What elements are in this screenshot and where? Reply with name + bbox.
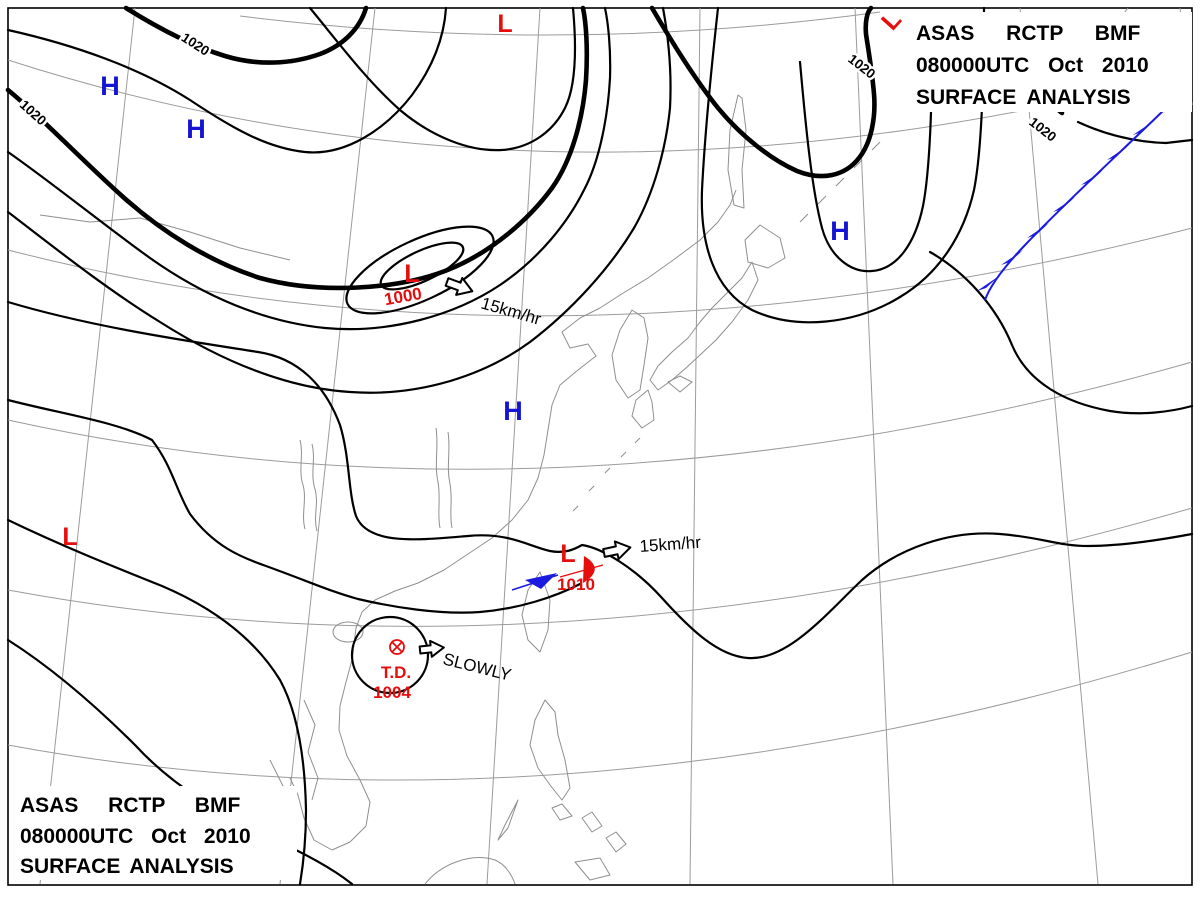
map-frame xyxy=(7,7,1193,886)
isobar-label-1020: 1020 xyxy=(179,30,212,59)
title-line-3: SURFACE ANALYSIS xyxy=(916,86,1131,109)
high-label: H xyxy=(100,71,120,101)
title-background xyxy=(905,12,1192,112)
low-label-rotated: L xyxy=(876,6,907,36)
movement-annotation: SLOWLY xyxy=(441,649,513,684)
cold-front-pip xyxy=(1133,120,1155,135)
cold-front-pip xyxy=(1053,197,1075,212)
high-label: H xyxy=(830,216,850,246)
td-pressure-value: 1004 xyxy=(373,683,411,702)
low-label: L xyxy=(404,260,419,288)
title-line-1: ASAS RCTP BMF xyxy=(20,794,240,817)
cold-front-pip xyxy=(1107,145,1129,160)
td-label: T.D. xyxy=(381,663,411,682)
title-block-top-right: ASAS RCTP BMF 080000UTC Oct 2010 SURFACE… xyxy=(905,12,1192,112)
td-symbol-icon xyxy=(389,639,405,655)
stationary-front-taiwan xyxy=(511,556,604,591)
low-label: L xyxy=(62,523,77,551)
speed-annotation: 15km/hr xyxy=(479,294,544,329)
title-block-bottom-left: ASAS RCTP BMF 080000UTC Oct 2010 SURFACE… xyxy=(12,786,297,880)
cold-front-pip xyxy=(977,276,999,291)
td-symbol-cross-icon xyxy=(391,641,403,653)
arrow-icon-td xyxy=(418,639,445,658)
title-line-3: SURFACE ANALYSIS xyxy=(20,855,234,878)
tropical-depression xyxy=(389,639,405,655)
high-label: H xyxy=(186,114,206,144)
movement-arrows xyxy=(418,276,632,658)
cold-front xyxy=(977,107,1167,301)
stationary-front-warm-pip xyxy=(583,556,595,583)
low-pressure-value: 1010 xyxy=(557,575,595,594)
low-label: L xyxy=(560,540,575,568)
cold-front-line xyxy=(984,107,1167,301)
arrow-icon-low-mongolia xyxy=(444,276,474,296)
speed-annotation: 15km/hr xyxy=(639,533,702,556)
high-label: H xyxy=(503,396,523,426)
cold-front-pip xyxy=(1081,170,1103,185)
arrow-icon-low-taiwan xyxy=(602,540,632,561)
title-line-2: 080000UTC Oct 2010 xyxy=(20,825,251,848)
cold-front-pip xyxy=(1001,250,1023,265)
title-background xyxy=(12,786,297,880)
td-isobar-circle xyxy=(350,615,430,695)
coastlines xyxy=(39,7,1129,885)
annotations: 15km/hr 15km/hr SLOWLY xyxy=(441,294,702,685)
stationary-front-warm-segment xyxy=(559,564,604,578)
title-line-2: 080000UTC Oct 2010 xyxy=(916,54,1149,77)
pressure-labels: H H H H L L L 1000 L L 1010 T.D. 1004 xyxy=(62,6,907,702)
isobar-label-1020: 1020 xyxy=(1026,114,1059,144)
isobars xyxy=(6,6,1194,886)
low-pressure-value: 1000 xyxy=(383,284,424,309)
isobars-thick xyxy=(5,5,1065,291)
stationary-front-cold-pip xyxy=(525,573,557,589)
low-label: L xyxy=(497,10,512,38)
title-line-1: ASAS RCTP BMF xyxy=(916,22,1140,45)
cold-front-pip xyxy=(1027,223,1049,238)
